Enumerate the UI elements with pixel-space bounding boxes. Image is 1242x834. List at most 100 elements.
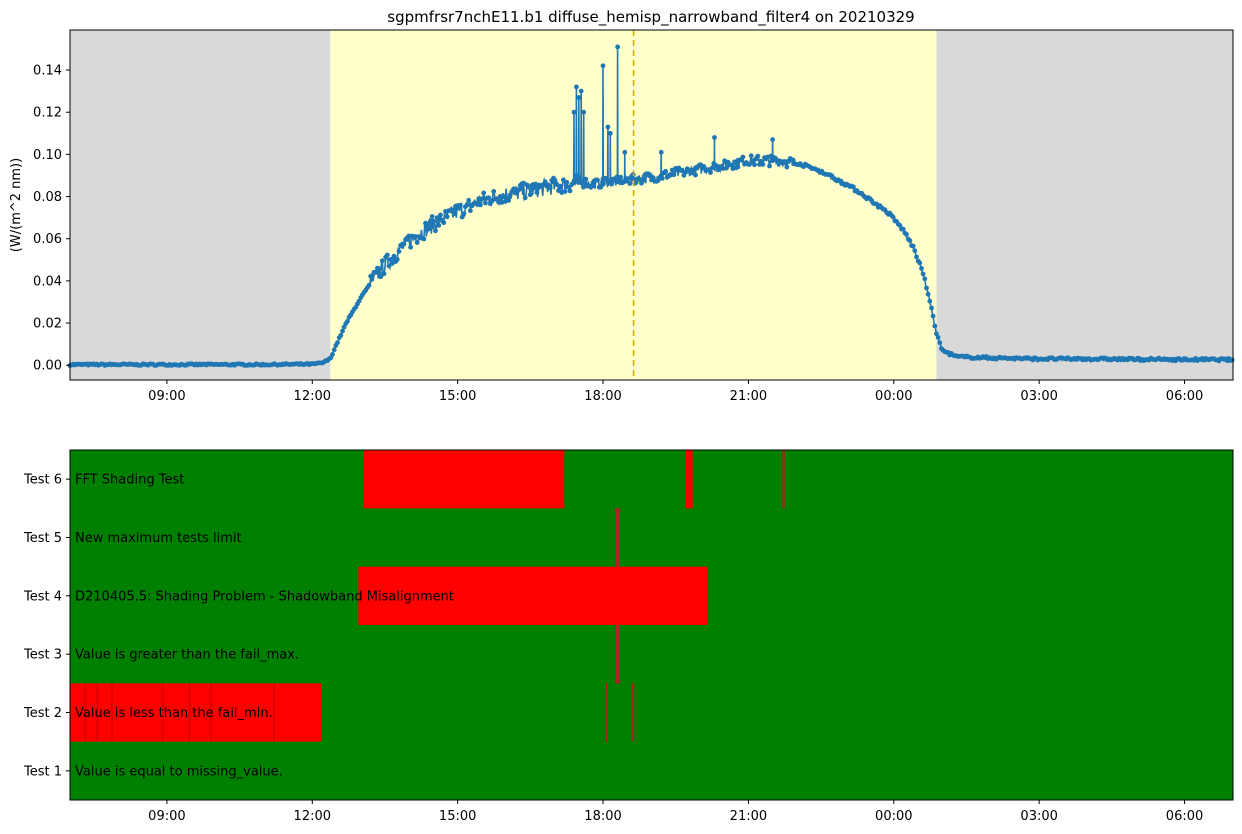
data-point (396, 249, 402, 254)
data-point (424, 221, 430, 227)
y-tick-label: 0.12 (33, 106, 62, 121)
data-point (532, 185, 538, 191)
data-point (386, 263, 392, 269)
test-label: Test 3 (23, 648, 62, 663)
data-point (755, 153, 761, 159)
data-point (922, 276, 928, 282)
fail-streak (162, 683, 164, 742)
fail-streak (84, 683, 87, 742)
data-point (924, 285, 929, 291)
x-tick-label: 03:00 (1020, 389, 1057, 404)
data-point (434, 215, 440, 221)
fail-streak (111, 683, 113, 742)
test-label: Test 1 (23, 764, 62, 779)
chart-title: sgpmfrsr7nchE11.b1 diffuse_hemisp_narrow… (387, 8, 914, 27)
data-point (378, 274, 384, 280)
data-point (907, 238, 913, 244)
data-point (927, 298, 933, 304)
data-point (770, 137, 775, 143)
test-label: Test 5 (23, 531, 62, 546)
test-description: FFT Shading Test (75, 473, 184, 488)
y-tick-label: 0.06 (33, 232, 62, 247)
test-label: Test 4 (23, 589, 62, 604)
data-point (527, 192, 533, 198)
fail-interval (605, 683, 608, 742)
test-label: Test 2 (23, 706, 62, 721)
x-tick-label: 12:00 (294, 809, 331, 824)
data-point (557, 183, 563, 189)
data-point (904, 232, 909, 237)
data-point (600, 63, 606, 69)
data-point (461, 211, 467, 217)
data-point (618, 174, 624, 180)
data-point (917, 260, 923, 266)
data-point (564, 179, 570, 185)
data-point (752, 162, 757, 168)
y-tick-label: 0.10 (33, 148, 62, 163)
data-point (659, 176, 665, 181)
timeseries-background (70, 30, 1233, 380)
data-point (600, 181, 606, 187)
data-point (897, 223, 903, 228)
data-point (542, 179, 548, 185)
data-point (340, 328, 345, 334)
test-label: Test 6 (23, 473, 62, 488)
y-tick-label: 0.00 (33, 359, 62, 374)
data-point (401, 241, 407, 247)
x-tick-label: 15:00 (439, 809, 476, 824)
fail-streak (96, 683, 99, 742)
data-point (929, 305, 934, 311)
data-point (578, 88, 584, 94)
x-tick-label: 09:00 (148, 809, 185, 824)
data-point (421, 236, 427, 242)
data-point (723, 165, 729, 171)
fail-interval (685, 450, 693, 509)
data-point (930, 313, 936, 319)
timeseries-series (67, 30, 1235, 380)
y-tick-label: 0.02 (33, 317, 62, 332)
data-point (728, 162, 734, 168)
data-point (747, 162, 752, 167)
data-point (607, 130, 613, 136)
data-point (335, 340, 340, 345)
data-point (784, 164, 790, 170)
x-tick-label: 21:00 (730, 389, 767, 404)
fail-streak (273, 683, 276, 742)
qc-flag-panel: Test 6 FFT Shading Test Test 5 New maximum … (23, 449, 1234, 824)
data-point (693, 172, 698, 178)
data-point (658, 149, 664, 155)
data-point (531, 182, 536, 187)
data-point (466, 197, 472, 203)
data-point (925, 291, 931, 297)
data-point (436, 223, 442, 228)
data-point (381, 271, 387, 277)
fail-streak (188, 683, 191, 742)
data-point (496, 199, 501, 205)
data-point (376, 266, 382, 271)
data-point (506, 198, 511, 203)
x-tick-label: 12:00 (294, 389, 331, 404)
data-point (567, 188, 573, 194)
test-description: New maximum tests limit (75, 531, 242, 546)
data-point (534, 190, 540, 195)
plot-frame (69, 449, 1234, 801)
data-point (444, 214, 450, 220)
y-tick-label: 0.08 (33, 190, 62, 205)
data-point (605, 124, 611, 130)
data-point (627, 181, 633, 186)
x-tick-label: 06:00 (1166, 389, 1203, 404)
data-point (438, 212, 443, 218)
data-point (890, 214, 896, 220)
data-point (920, 271, 926, 277)
data-point (576, 95, 582, 100)
data-point (431, 218, 437, 224)
data-point (338, 333, 344, 338)
data-point (735, 164, 741, 170)
data-point (388, 257, 394, 262)
timeseries-axes: 09:00 12:00 15:00 18:00 21:00 00:00 03:00 06:00… (33, 29, 1234, 404)
data-point (900, 226, 906, 232)
data-point (522, 195, 528, 201)
y-axis-label: (W/(m^2 nm)) (9, 158, 24, 252)
data-point (1229, 357, 1235, 363)
data-point (468, 208, 473, 214)
